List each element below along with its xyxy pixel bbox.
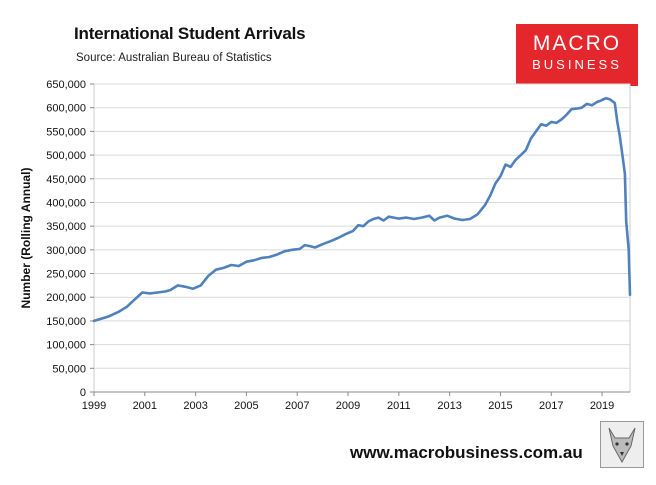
x-tick-label: 2011 [387, 400, 411, 412]
x-tick-label: 2009 [336, 400, 360, 412]
y-tick-label: 0 [80, 387, 86, 399]
y-axis-label: Number (Rolling Annual) [19, 168, 33, 309]
x-tick-label: 2005 [234, 400, 258, 412]
y-tick-label: 50,000 [52, 363, 86, 375]
y-tick-label: 500,000 [46, 150, 86, 162]
chart-title: International Student Arrivals [74, 24, 306, 43]
x-tick-label: 2015 [488, 400, 512, 412]
y-tick-label: 450,000 [46, 174, 86, 186]
y-tick-label: 200,000 [46, 292, 86, 304]
plot-area [93, 83, 631, 393]
y-tick-label: 100,000 [46, 340, 86, 352]
x-tick-label: 2007 [285, 400, 309, 412]
x-tick-label: 1999 [82, 400, 106, 412]
y-tick-label: 250,000 [46, 269, 86, 281]
wolf-logo-icon [600, 421, 644, 468]
y-tick-label: 550,000 [46, 126, 86, 138]
logo-line1: MACRO [532, 32, 622, 55]
macro-business-logo: MACRO BUSINESS [516, 24, 638, 86]
chart-source: Source: Australian Bureau of Statistics [76, 52, 272, 64]
x-tick-label: 2019 [590, 400, 614, 412]
y-tick-label: 350,000 [46, 221, 86, 233]
footer-url: www.macrobusiness.com.au [350, 443, 583, 462]
x-tick-label: 2003 [183, 400, 207, 412]
y-tick-label: 650,000 [46, 79, 86, 91]
x-tick-label: 2013 [437, 400, 461, 412]
y-tick-label: 600,000 [46, 103, 86, 115]
y-tick-label: 300,000 [46, 245, 86, 257]
logo-line2: BUSINESS [532, 57, 622, 72]
series-line [92, 96, 632, 323]
x-tick-label: 2001 [133, 400, 157, 412]
y-tick-label: 150,000 [46, 316, 86, 328]
x-tick-label: 2017 [539, 400, 563, 412]
y-tick-label: 400,000 [46, 197, 86, 209]
